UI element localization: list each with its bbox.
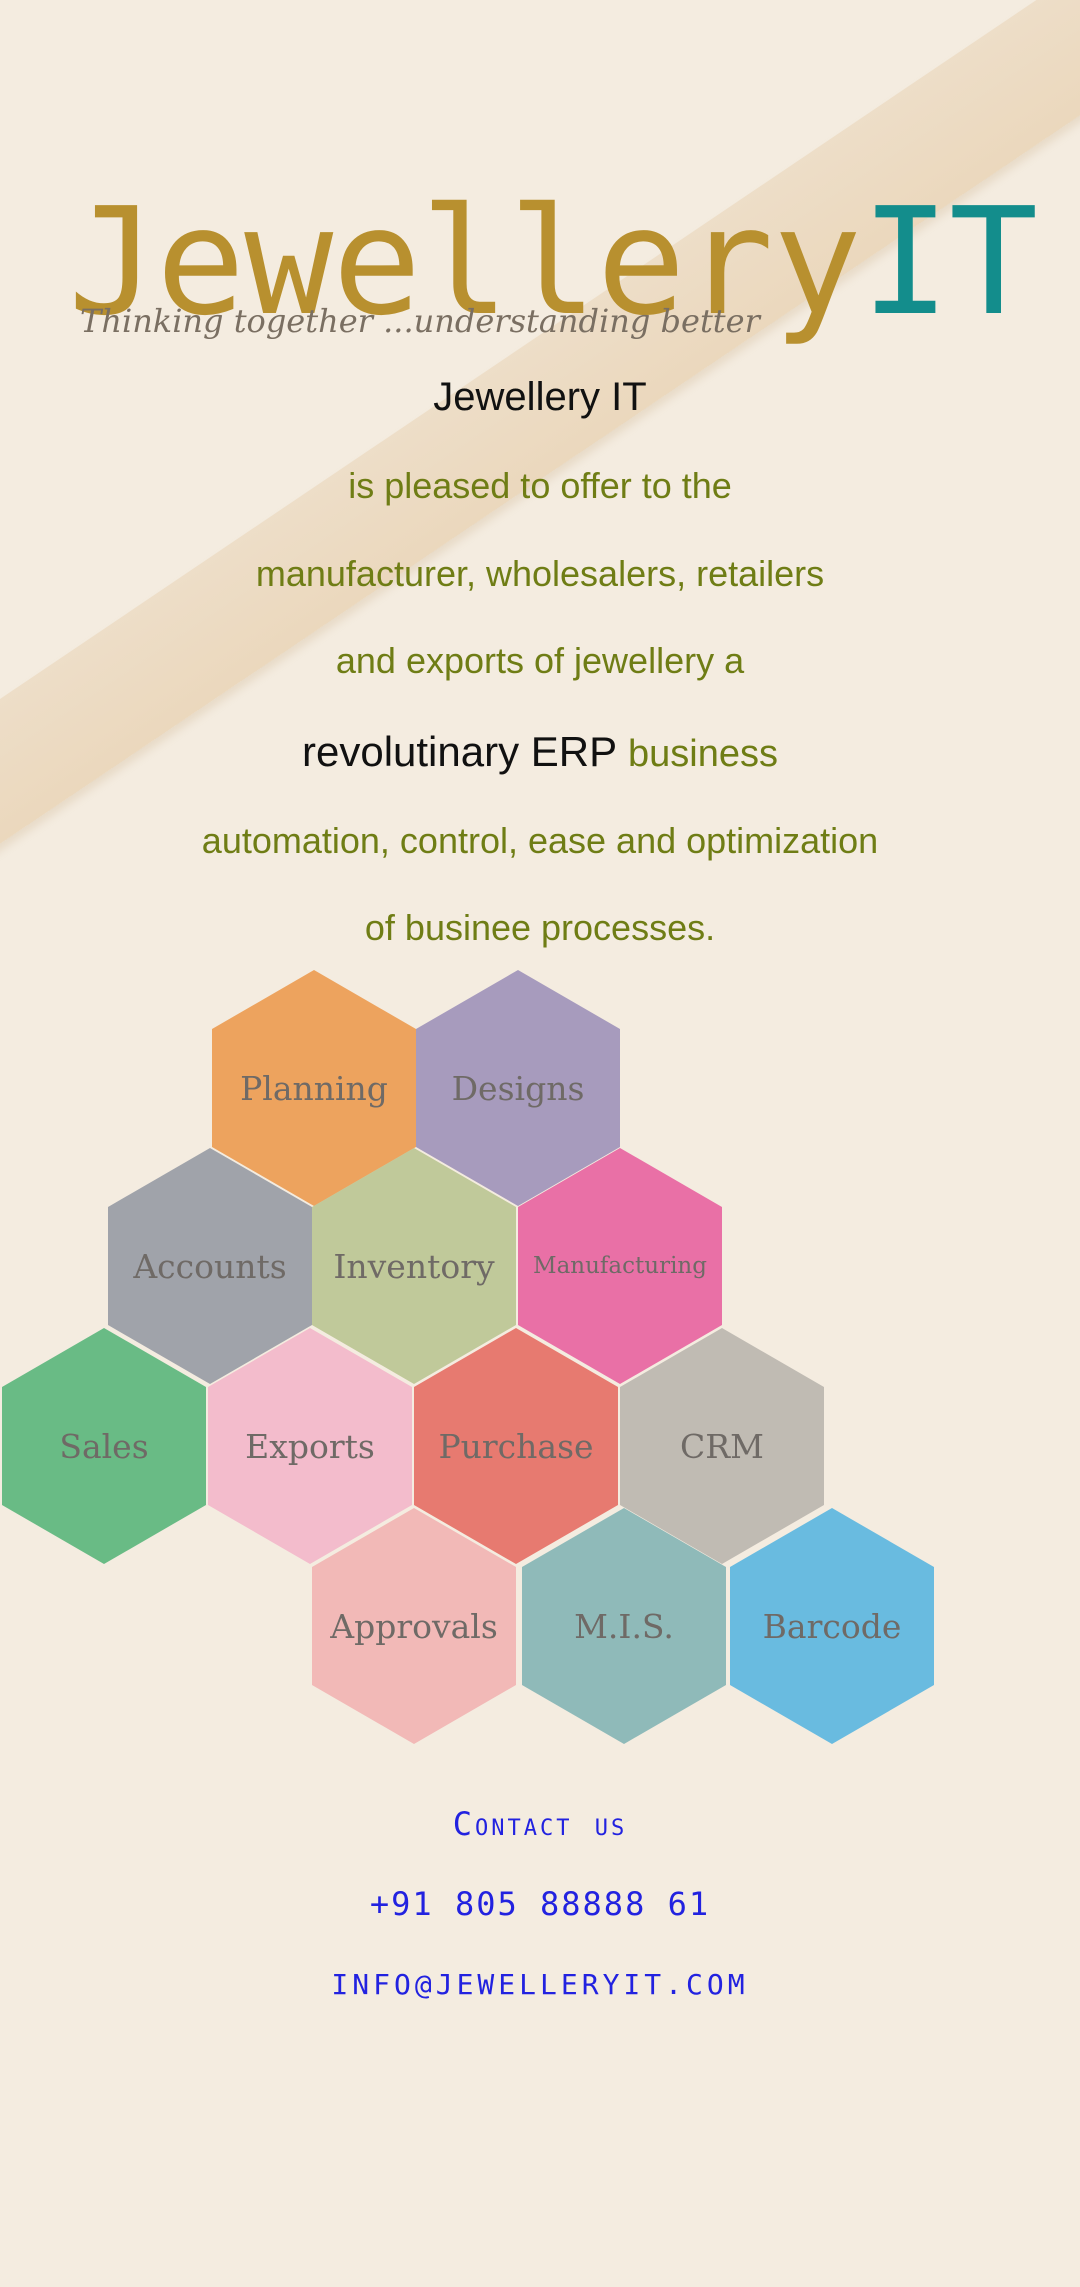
jewellery-it-logo: JewelleryIT [68, 188, 1038, 348]
module-label: CRM [680, 1426, 764, 1466]
module-label: Purchase [438, 1426, 594, 1466]
intro-line-5-tail: business [628, 733, 779, 775]
module-label: Designs [451, 1068, 585, 1108]
contact-email-link[interactable]: INFO@JEWELLERYIT.COM [331, 1968, 749, 2001]
intro-line-7: of businee processes. [364, 907, 716, 948]
module-label: Manufacturing [533, 1253, 707, 1279]
module-label: Barcode [762, 1606, 902, 1646]
module-hex-accounts[interactable]: Accounts [108, 1148, 312, 1384]
module-label: Approvals [330, 1606, 498, 1646]
module-hex-mis[interactable]: M.I.S. [522, 1508, 726, 1744]
logo-word-jewellery: Jewellery [68, 176, 862, 348]
intro-line-2: is pleased to offer to the [348, 465, 732, 506]
module-label: Planning [240, 1068, 388, 1108]
module-label: Exports [245, 1426, 375, 1466]
module-hex-inventory[interactable]: Inventory [312, 1148, 516, 1384]
intro-company-name: Jewellery IT [433, 375, 647, 419]
module-hex-purchase[interactable]: Purchase [414, 1328, 618, 1564]
intro-line-5: revolutinary ERP business [0, 728, 1080, 776]
logo-tagline: Thinking together ...understanding bette… [80, 302, 760, 340]
contact-phone-link[interactable]: +91 805 88888 61 [369, 1885, 711, 1923]
module-hex-approvals[interactable]: Approvals [312, 1508, 516, 1744]
module-hex-barcode[interactable]: Barcode [730, 1508, 934, 1744]
module-hex-crm[interactable]: CRM [620, 1328, 824, 1564]
module-label: Sales [59, 1426, 149, 1466]
intro-line-4: and exports of jewellery a [335, 640, 745, 681]
module-label: Inventory [333, 1246, 495, 1286]
contact-title: Contact us [452, 1805, 628, 1843]
module-hex-manufacturing[interactable]: Manufacturing [518, 1148, 722, 1384]
intro-erp-highlight: revolutinary ERP [301, 728, 617, 775]
intro-line-6: automation, control, ease and optimizati… [201, 820, 879, 861]
logo-wordmark: JewelleryIT [68, 188, 1038, 336]
module-label: M.I.S. [574, 1606, 674, 1646]
module-hex-exports[interactable]: Exports [208, 1328, 412, 1564]
module-label: Accounts [133, 1246, 287, 1286]
logo-word-it: IT [860, 176, 1038, 348]
intro-line-3: manufacturer, wholesalers, retailers [255, 553, 825, 594]
module-hex-sales[interactable]: Sales [2, 1328, 206, 1564]
